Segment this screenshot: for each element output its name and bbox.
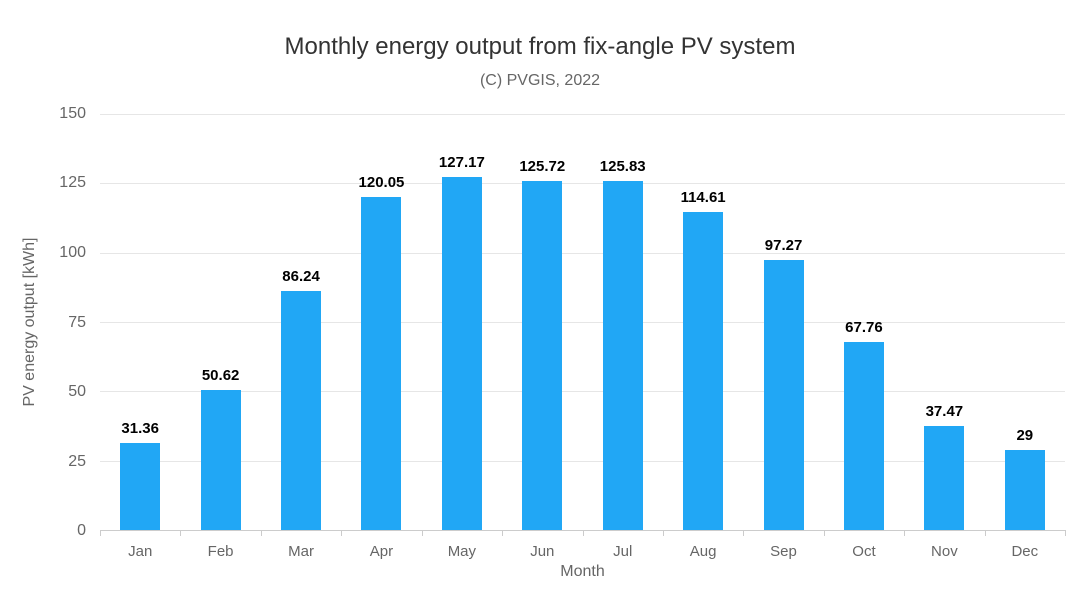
bar-value-label: 37.47 bbox=[925, 403, 964, 421]
category-slot: 31.36 Jan bbox=[100, 114, 180, 560]
bar-mar bbox=[281, 290, 322, 530]
gridline bbox=[100, 252, 1065, 254]
y-tick-label: 25 bbox=[68, 452, 86, 470]
chart-title: Monthly energy output from fix-angle PV … bbox=[284, 33, 796, 60]
y-tick-label: 150 bbox=[59, 105, 86, 122]
x-tick-label: Aug bbox=[689, 543, 717, 560]
bar-value-label: 97.27 bbox=[764, 237, 803, 255]
bar-value-label: 127.17 bbox=[438, 154, 485, 172]
y-tick-label: 100 bbox=[59, 243, 86, 261]
x-tick-mark bbox=[341, 530, 343, 536]
plot-area: 31.36 Jan 50.62 Feb 86.24 Mar 120.05 Apr 127.17 M… bbox=[100, 114, 1066, 560]
bar-nov bbox=[924, 426, 965, 530]
bar-apr bbox=[361, 197, 402, 530]
x-tick-mark bbox=[260, 530, 262, 536]
x-tick-label: Nov bbox=[931, 543, 958, 560]
category-slot: 67.76 Oct bbox=[824, 114, 904, 560]
category-slot: 125.83 Jul bbox=[583, 114, 663, 560]
y-tick-label: 125 bbox=[59, 174, 86, 192]
x-tick-label: Jan bbox=[128, 543, 153, 560]
y-tick-label: 50 bbox=[68, 382, 86, 400]
gridline bbox=[100, 322, 1065, 323]
y-tick-label: 75 bbox=[68, 313, 86, 331]
x-tick-mark bbox=[743, 530, 745, 536]
x-tick-label: Jul bbox=[613, 543, 633, 560]
gridline bbox=[100, 391, 1065, 393]
category-slot: 120.05 Apr bbox=[341, 114, 421, 560]
bar-jun bbox=[522, 181, 563, 530]
x-tick-mark bbox=[100, 530, 101, 536]
x-axis-title: Month bbox=[560, 563, 605, 580]
x-tick-label: Oct bbox=[852, 543, 876, 560]
x-tick-mark bbox=[502, 530, 504, 536]
x-tick-mark bbox=[662, 530, 664, 536]
x-tick-mark bbox=[582, 530, 584, 536]
x-tick-mark bbox=[421, 530, 423, 536]
category-slot: 50.62 Feb bbox=[180, 114, 260, 560]
y-tick-label: 0 bbox=[77, 522, 86, 539]
bar-value-label: 50.62 bbox=[201, 366, 240, 384]
bar-value-label: 125.83 bbox=[599, 158, 646, 176]
y-axis-ticks: 0 25 50 75 100 125 150 bbox=[0, 105, 86, 539]
bar-value-label: 31.36 bbox=[121, 420, 159, 438]
x-tick-mark bbox=[1065, 530, 1066, 536]
bar-value-label: 125.72 bbox=[519, 158, 566, 176]
bar-oct bbox=[843, 342, 884, 530]
x-tick-mark bbox=[823, 530, 825, 536]
bar-jul bbox=[602, 181, 643, 530]
x-tick-label: Sep bbox=[770, 543, 797, 560]
bar-aug bbox=[683, 212, 724, 530]
bar-jan bbox=[120, 443, 161, 530]
bar-value-label: 67.76 bbox=[845, 319, 883, 337]
bar-may bbox=[441, 177, 482, 530]
x-tick-mark bbox=[180, 530, 182, 536]
bar-feb bbox=[200, 389, 241, 530]
gridline bbox=[100, 183, 1065, 185]
category-slot: 29 Dec bbox=[985, 114, 1065, 560]
x-tick-mark bbox=[904, 530, 906, 536]
gridline bbox=[100, 114, 1065, 115]
chart-subtitle: (C) PVGIS, 2022 bbox=[479, 72, 601, 89]
category-slot: 114.61 Aug bbox=[663, 114, 743, 560]
x-tick-label: Feb bbox=[207, 543, 234, 560]
x-tick-label: Jun bbox=[530, 543, 555, 560]
x-tick-mark bbox=[984, 530, 986, 536]
category-slot: 125.72 Jun bbox=[502, 114, 582, 560]
bar-value-label: 114.61 bbox=[680, 189, 726, 207]
category-slot: 97.27 Sep bbox=[743, 114, 823, 560]
bar-sep bbox=[763, 260, 804, 530]
bar-dec bbox=[1004, 449, 1045, 530]
gridline bbox=[100, 460, 1065, 462]
x-tick-label: May bbox=[447, 543, 477, 560]
bar-value-label: 86.24 bbox=[282, 267, 320, 285]
category-slot: 37.47 Nov bbox=[904, 114, 984, 560]
category-slot: 86.24 Mar bbox=[261, 114, 341, 560]
category-slot: 127.17 May bbox=[422, 114, 502, 560]
x-tick-label: Dec bbox=[1011, 543, 1039, 560]
bar-value-label: 29 bbox=[1016, 426, 1034, 444]
bar-value-label: 120.05 bbox=[358, 174, 405, 192]
x-tick-label: Mar bbox=[288, 543, 314, 560]
x-tick-label: Apr bbox=[369, 543, 394, 560]
